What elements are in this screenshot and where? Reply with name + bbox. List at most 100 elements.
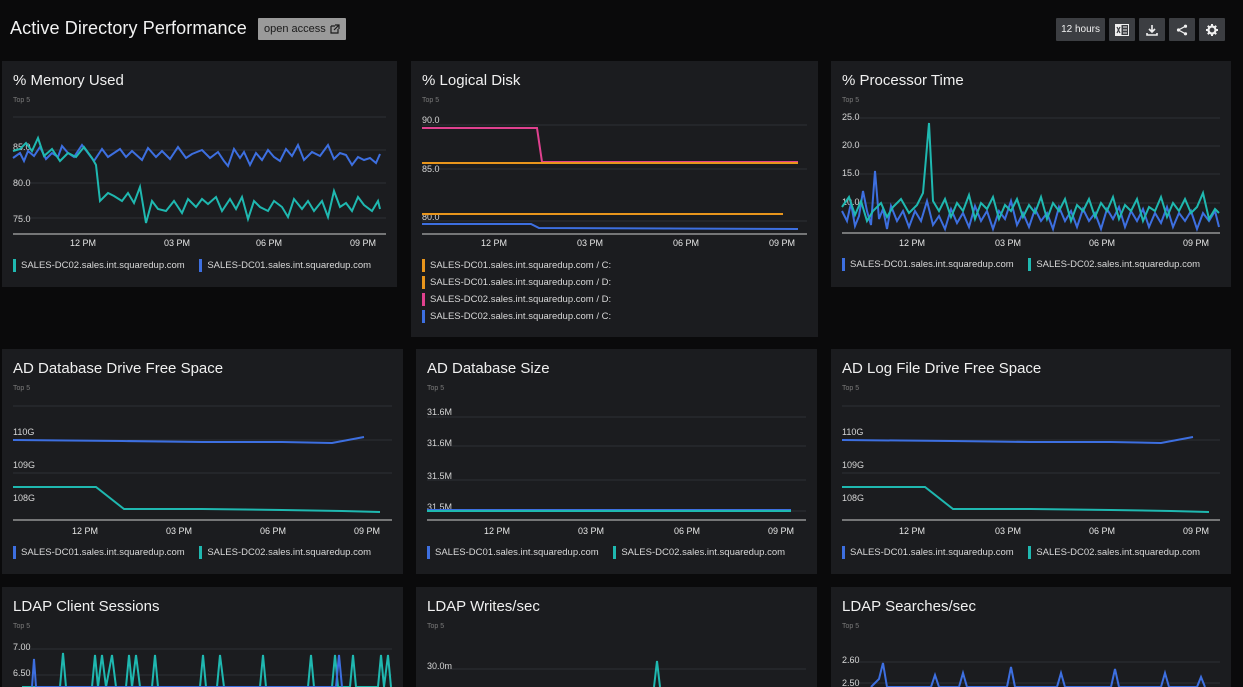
legend-label: SALES-DC02.sales.int.squaredup.com: [1036, 259, 1201, 270]
series-line-blue: [870, 662, 1206, 687]
y-tick: 90.0: [422, 115, 440, 125]
legend-swatch: [422, 309, 425, 323]
x-tick: 12 PM: [72, 526, 99, 536]
y-tick: 85.0: [422, 164, 440, 174]
chart-legend: SALES-DC01.sales.int.squaredup.com SALES…: [842, 258, 1212, 274]
share-icon: [1176, 24, 1188, 35]
y-tick: 110G: [842, 427, 863, 437]
download-icon: [1146, 24, 1158, 36]
legend-label: SALES-DC01.sales.int.squaredup.com / C:: [430, 260, 612, 271]
tile-title: % Processor Time: [842, 72, 964, 89]
legend-swatch: [1028, 258, 1032, 271]
legend-swatch: [13, 259, 16, 272]
legend-item[interactable]: SALES-DC02.sales.int.squaredup.com / D:: [422, 291, 611, 308]
tile-title: LDAP Searches/sec: [842, 598, 976, 615]
y-tick: 31.6M: [427, 407, 452, 417]
ldap-client-sessions-tile[interactable]: LDAP Client Sessions Top 5 7.00 6.50: [2, 587, 403, 687]
tile-title: LDAP Client Sessions: [13, 598, 160, 615]
legend-item[interactable]: SALES-DC01.sales.int.squaredup.com: [427, 546, 599, 559]
ldap-client-sessions-chart: 7.00 6.50: [13, 642, 392, 687]
legend-swatch: [199, 546, 203, 559]
legend-label: SALES-DC02.sales.int.squaredup.com / D:: [430, 294, 612, 305]
series-line-teal: [22, 652, 392, 687]
tile-subtitle: Top 5: [427, 385, 445, 392]
logical-disk-tile[interactable]: % Logical Disk Top 5 90.0 85.0 80.0 12 P…: [411, 61, 818, 337]
legend-item[interactable]: SALES-DC01.sales.int.squaredup.com: [13, 546, 185, 559]
tile-title: LDAP Writes/sec: [427, 598, 540, 615]
y-tick: 80.0: [13, 178, 31, 188]
ad-db-size-tile[interactable]: AD Database Size Top 5 31.6M 31.6M 31.5M…: [416, 349, 817, 574]
legend-label: SALES-DC02.sales.int.squaredup.com: [621, 547, 786, 558]
tile-subtitle: Top 5: [842, 623, 860, 630]
chart-legend: SALES-DC01.sales.int.squaredup.com / C: …: [422, 257, 611, 325]
x-tick: 12 PM: [484, 526, 511, 536]
y-tick: 20.0: [842, 140, 860, 150]
x-tick: 06 PM: [256, 238, 283, 248]
share-button[interactable]: [1169, 18, 1195, 41]
settings-button[interactable]: [1199, 18, 1225, 41]
ad-db-size-chart: 31.6M 31.6M 31.5M 31.5M: [427, 407, 806, 521]
tile-title: AD Log File Drive Free Space: [842, 360, 1042, 377]
legend-swatch: [422, 275, 425, 289]
y-tick: 2.60: [842, 655, 860, 665]
x-tick: 09 PM: [768, 526, 795, 536]
y-tick: 80.0: [422, 212, 440, 222]
memory-used-tile[interactable]: % Memory Used Top 5 85.0 80.0 75.0 12 PM…: [2, 61, 397, 287]
open-access-label: open access: [264, 23, 326, 35]
legend-item[interactable]: SALES-DC01.sales.int.squaredup.com / D:: [422, 274, 611, 291]
legend-item[interactable]: SALES-DC02.sales.int.squaredup.com / C:: [422, 308, 611, 325]
x-tick: 06 PM: [1089, 526, 1116, 536]
series-line-teal: [842, 486, 1210, 513]
legend-label: SALES-DC02.sales.int.squaredup.com: [207, 547, 372, 558]
series-line-teal: [653, 660, 661, 687]
legend-item[interactable]: SALES-DC02.sales.int.squaredup.com: [1028, 546, 1200, 559]
y-tick: 108G: [842, 493, 864, 503]
x-tick: 03 PM: [578, 526, 605, 536]
tile-subtitle: Top 5: [13, 385, 31, 392]
processor-time-tile[interactable]: % Processor Time Top 5 25.0 20.0 15.0 10…: [831, 61, 1231, 287]
x-tick: 06 PM: [260, 526, 287, 536]
tile-subtitle: Top 5: [842, 97, 860, 104]
dashboard-header: Active Directory Performance open access…: [0, 0, 1243, 56]
legend-item[interactable]: SALES-DC01.sales.int.squaredup.com: [842, 258, 1014, 271]
x-tick: 12 PM: [899, 526, 926, 536]
x-tick: 03 PM: [995, 238, 1022, 248]
legend-item[interactable]: SALES-DC02.sales.int.squaredup.com: [199, 546, 371, 559]
ad-log-drive-free-space-chart: 110G 109G 108G: [841, 405, 1220, 521]
timeframe-button[interactable]: 12 hours: [1056, 18, 1105, 41]
ad-log-drive-free-space-tile[interactable]: AD Log File Drive Free Space Top 5 110G …: [831, 349, 1231, 574]
memory-used-chart: 85.0 80.0 75.0: [12, 116, 386, 235]
y-tick: 30.0m: [427, 661, 452, 671]
y-tick: 110G: [13, 427, 34, 437]
legend-item[interactable]: SALES-DC02.sales.int.squaredup.com: [1028, 258, 1200, 271]
x-tick: 09 PM: [769, 238, 796, 248]
x-tick: 12 PM: [481, 238, 508, 248]
ldap-writes-tile[interactable]: LDAP Writes/sec Top 5 30.0m: [416, 587, 817, 687]
legend-swatch: [13, 546, 16, 559]
legend-item[interactable]: SALES-DC01.sales.int.squaredup.com: [842, 546, 1014, 559]
legend-item[interactable]: SALES-DC02.sales.int.squaredup.com: [13, 259, 185, 272]
legend-swatch: [199, 259, 203, 272]
legend-item[interactable]: SALES-DC01.sales.int.squaredup.com / C:: [422, 257, 611, 274]
y-tick: 6.50: [13, 668, 31, 678]
download-button[interactable]: [1139, 18, 1165, 41]
ad-db-drive-free-space-tile[interactable]: AD Database Drive Free Space Top 5 110G …: [2, 349, 403, 574]
legend-swatch: [1028, 546, 1032, 559]
tile-title: AD Database Size: [427, 360, 550, 377]
y-tick: 7.00: [13, 642, 31, 652]
y-tick: 2.50: [842, 678, 860, 687]
legend-item[interactable]: SALES-DC02.sales.int.squaredup.com: [613, 546, 785, 559]
x-tick: 09 PM: [1183, 526, 1210, 536]
ldap-searches-tile[interactable]: LDAP Searches/sec Top 5 2.60 2.50: [831, 587, 1231, 687]
logical-disk-chart: 90.0 85.0 80.0: [422, 115, 807, 235]
gear-icon: [1206, 23, 1218, 36]
y-tick: 31.5M: [427, 502, 452, 512]
legend-item[interactable]: SALES-DC01.sales.int.squaredup.com: [199, 259, 371, 272]
legend-swatch: [842, 546, 845, 559]
open-access-button[interactable]: open access: [258, 18, 346, 40]
export-excel-button[interactable]: [1109, 18, 1135, 41]
dashboard-toolbar: 12 hours: [1056, 18, 1225, 41]
x-tick: 03 PM: [166, 526, 193, 536]
y-tick: 31.5M: [427, 471, 452, 481]
series-line-blue: [31, 654, 343, 687]
